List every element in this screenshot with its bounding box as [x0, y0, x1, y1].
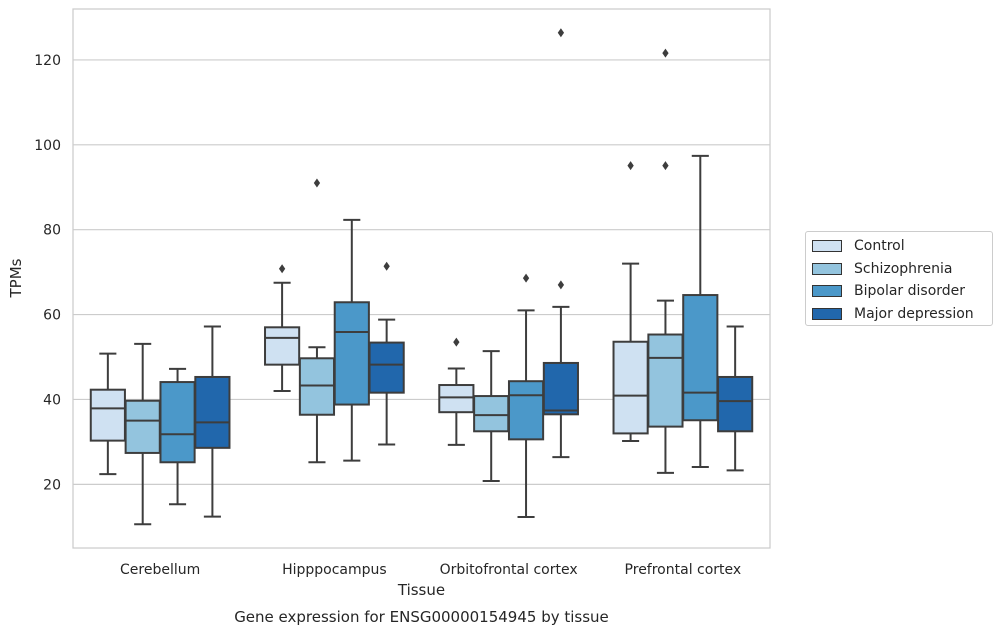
y-tick-label: 60	[43, 308, 61, 324]
legend-label: Schizophrenia	[854, 260, 953, 277]
box-bipolar-disorder	[682, 154, 719, 468]
legend-item: Major depression	[812, 305, 974, 323]
box-iqr	[368, 341, 405, 394]
box-iqr	[682, 294, 719, 422]
box-iqr	[717, 375, 754, 433]
x-tick-label: Hipppocampus	[282, 562, 387, 578]
legend-label: Major depression	[854, 305, 974, 322]
outlier-point	[557, 28, 565, 38]
box-major-depression	[542, 28, 579, 459]
x-tick-label: Orbitofrontal cortex	[440, 562, 578, 578]
y-tick-label: 20	[43, 477, 61, 493]
box-control	[264, 264, 301, 392]
y-tick-label: 120	[34, 53, 61, 69]
boxes-layer	[89, 28, 754, 526]
box-schizophrenia	[473, 350, 510, 482]
legend: Control Schizophrenia Bipolar disorder Majo…	[805, 231, 993, 326]
x-axis-label: Tissue	[397, 581, 445, 599]
box-iqr	[333, 301, 370, 406]
box-control	[89, 352, 126, 476]
box-iqr	[438, 384, 475, 414]
legend-item: Schizophrenia	[812, 260, 952, 278]
box-iqr	[159, 381, 196, 464]
x-tick-label: Prefrontal cortex	[625, 562, 742, 578]
box-iqr	[612, 340, 649, 435]
outlier-point	[278, 264, 286, 274]
legend-swatch	[812, 307, 842, 320]
legend-label: Control	[854, 238, 905, 254]
box-iqr	[194, 375, 231, 449]
box-control	[612, 161, 649, 443]
y-axis-label: TPMs	[7, 258, 25, 298]
outlier-point	[383, 261, 390, 271]
legend-swatch	[812, 262, 842, 275]
box-major-depression	[717, 325, 754, 472]
outlier-point	[662, 161, 669, 171]
chart-title: Gene expression for ENSG00000154945 by t…	[234, 608, 609, 626]
y-tick-label: 40	[43, 392, 61, 408]
legend-swatch	[812, 240, 842, 252]
box-iqr	[542, 361, 579, 416]
legend-swatch	[812, 285, 842, 297]
outlier-point	[662, 48, 669, 58]
box-major-depression	[368, 261, 405, 446]
box-schizophrenia	[298, 178, 336, 464]
legend-label: Bipolar disorder	[854, 283, 966, 299]
box-bipolar-disorder	[159, 367, 196, 506]
box-schizophrenia	[647, 48, 684, 474]
outlier-point	[522, 273, 530, 283]
x-tick-label: Cerebellum	[120, 562, 200, 578]
box-iqr	[507, 380, 545, 441]
y-tick-label: 80	[43, 223, 61, 239]
legend-item: Bipolar disorder	[812, 282, 965, 300]
box-bipolar-disorder	[507, 273, 545, 519]
y-tick-labels: 20 40 60 80 100 120	[34, 53, 61, 493]
legend-item: Control	[812, 237, 905, 255]
y-tick-label: 100	[34, 138, 61, 154]
outlier-point	[557, 280, 565, 290]
x-tick-labels: Cerebellum Hipppocampus Orbitofrontal cort…	[120, 562, 741, 578]
box-iqr	[124, 399, 161, 454]
box-major-depression	[194, 325, 231, 518]
outlier-point	[313, 178, 321, 188]
box-iqr	[89, 388, 126, 442]
box-iqr	[647, 333, 684, 428]
box-iqr	[264, 326, 301, 366]
outlier-point	[627, 161, 634, 171]
box-iqr	[473, 395, 510, 433]
box-control	[438, 337, 475, 446]
box-iqr	[298, 357, 336, 416]
outlier-point	[453, 337, 460, 347]
